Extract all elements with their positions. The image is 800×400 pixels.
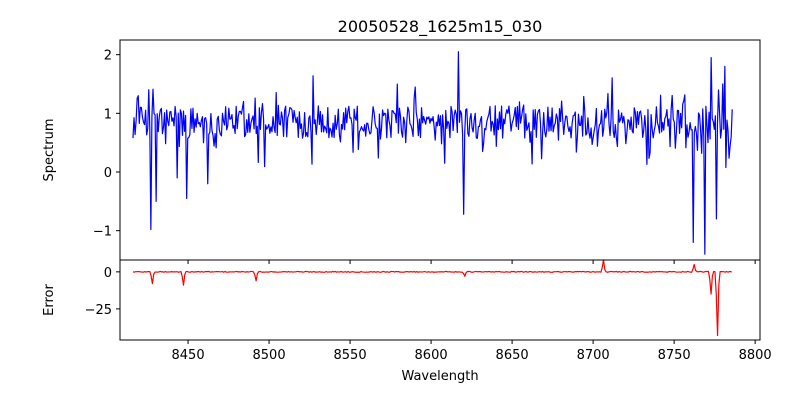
- x-tick-label: 8550: [334, 348, 367, 363]
- error-axes-frame: [119, 259, 761, 341]
- spectrum-line: [132, 51, 733, 255]
- x-axis-label: Wavelength: [401, 369, 478, 384]
- x-tick-label: 8750: [658, 348, 691, 363]
- bottom-y-tick-label: 0: [104, 266, 112, 281]
- x-tick-label: 8800: [739, 348, 772, 363]
- chart-title: 20050528_1625m15_030: [338, 17, 543, 37]
- x-tick-label: 8650: [496, 348, 529, 363]
- top-y-tick-label: 2: [104, 49, 112, 64]
- x-tick-label: 8450: [172, 348, 205, 363]
- error-line: [132, 259, 733, 337]
- error-y-axis-label: Error: [42, 284, 57, 316]
- spectrum-x-ticks: [187, 260, 756, 264]
- x-tick-label: 8600: [415, 348, 448, 363]
- x-tick-label: 8700: [577, 348, 610, 363]
- top-y-tick-label: 0: [104, 166, 112, 181]
- error-x-ticks: 8450 8500 8550 8600 8650 8700 8750 8800: [172, 340, 772, 363]
- spectrum-series: [132, 51, 733, 255]
- bottom-y-tick-label: −25: [85, 303, 112, 318]
- error-y-ticks: 0 −25: [85, 266, 120, 318]
- spectrum-y-ticks: −1 0 1 2: [93, 49, 120, 240]
- top-y-tick-label: −1: [93, 225, 112, 240]
- top-y-tick-label: 1: [104, 107, 112, 122]
- x-tick-label: 8500: [253, 348, 286, 363]
- error-panel: 0 −25 8450 8500 8550 8600 8650 8700 8750 8800 Er…: [42, 259, 772, 384]
- spectrum-y-axis-label: Spectrum: [42, 119, 57, 182]
- error-series: [132, 259, 733, 337]
